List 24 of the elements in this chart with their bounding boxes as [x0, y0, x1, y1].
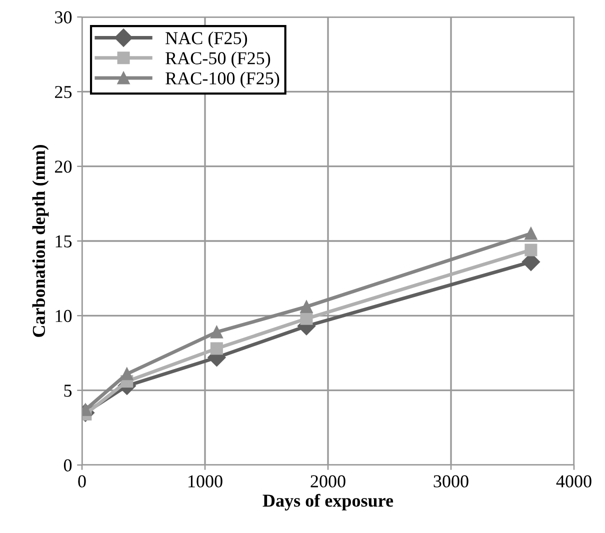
- point: [300, 312, 313, 325]
- y-tick-label: 0: [64, 459, 72, 472]
- x-tick-label: 2000: [310, 475, 346, 488]
- point: [210, 342, 223, 355]
- point: [524, 244, 538, 256]
- y-tick-label: 30: [55, 11, 72, 24]
- legend-label: RAC-100 (F25): [166, 72, 280, 88]
- y-axis-title: Carbonation depth (mm): [32, 144, 49, 337]
- x-axis-title: Days of exposure: [262, 494, 394, 510]
- x-tick-label: 1000: [188, 475, 222, 488]
- y-tick-label: 25: [55, 86, 72, 98]
- legend-label: NAC (F25): [166, 32, 248, 48]
- point: [300, 300, 313, 313]
- y-tick-label: 5: [64, 384, 72, 397]
- legend-label: RAC-50 (F25): [166, 52, 270, 68]
- x-tick-label: 4000: [556, 475, 592, 488]
- y-tick-label: 15: [56, 235, 72, 248]
- y-tick-label: 10: [56, 310, 72, 322]
- y-tick-label: 20: [55, 160, 72, 173]
- x-tick-label: 0: [78, 475, 86, 488]
- x-tick-label: 3000: [434, 475, 468, 488]
- point: [524, 227, 538, 240]
- point: [210, 326, 223, 338]
- point: [120, 368, 134, 380]
